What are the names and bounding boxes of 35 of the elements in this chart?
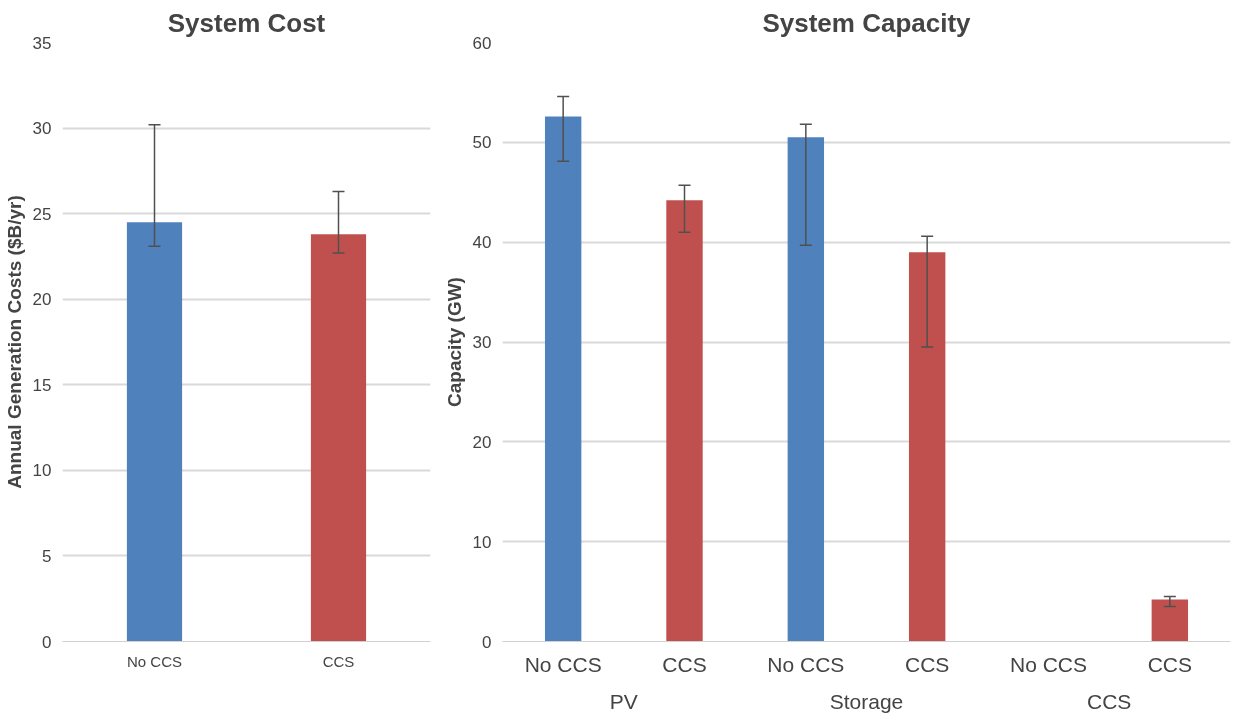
bar — [787, 137, 825, 642]
y-tick-label: 35 — [32, 33, 52, 53]
chart-title: System Cost — [167, 7, 326, 38]
text: PV — [609, 689, 638, 713]
y-tick-label: 5 — [42, 546, 52, 566]
y-tick-label: 30 — [472, 333, 492, 352]
x-tick-label: CCS — [905, 652, 950, 676]
chart-title: System Capacity — [762, 7, 972, 38]
x-tick-label: No CCS — [1009, 652, 1088, 676]
bar — [908, 252, 946, 642]
y-tick-label: 40 — [472, 233, 492, 253]
text: CCS — [1087, 689, 1132, 713]
y-tick-label: 10 — [472, 532, 492, 552]
x-tick-label: CCS — [322, 652, 355, 670]
x-tick-label: No CCS — [767, 652, 845, 676]
y-axis-title: Annual Generation Costs ($B/yr) — [3, 195, 25, 489]
bar — [1151, 599, 1189, 642]
y-tick-label: 60 — [472, 33, 492, 53]
x-tick-label: CCS — [1147, 652, 1193, 676]
y-tick-label: 15 — [32, 375, 52, 395]
bar — [544, 116, 582, 642]
x-tick-label: No CCS — [524, 652, 602, 676]
y-tick-label: 0 — [482, 632, 492, 652]
text: Storage — [829, 689, 904, 713]
y-tick-label: 20 — [32, 290, 52, 310]
y-tick-label: 0 — [42, 632, 52, 652]
x-tick-label: No CCS — [126, 652, 183, 670]
y-tick-label: 50 — [472, 133, 492, 153]
x-tick-label: CCS — [662, 652, 707, 676]
y-axis-title: Capacity (GW) — [443, 277, 465, 407]
bar — [666, 200, 703, 642]
y-tick-label: 30 — [32, 119, 52, 139]
y-tick-label: 25 — [32, 204, 52, 224]
y-tick-label: 20 — [472, 432, 492, 452]
y-tick-label: 10 — [32, 461, 52, 481]
